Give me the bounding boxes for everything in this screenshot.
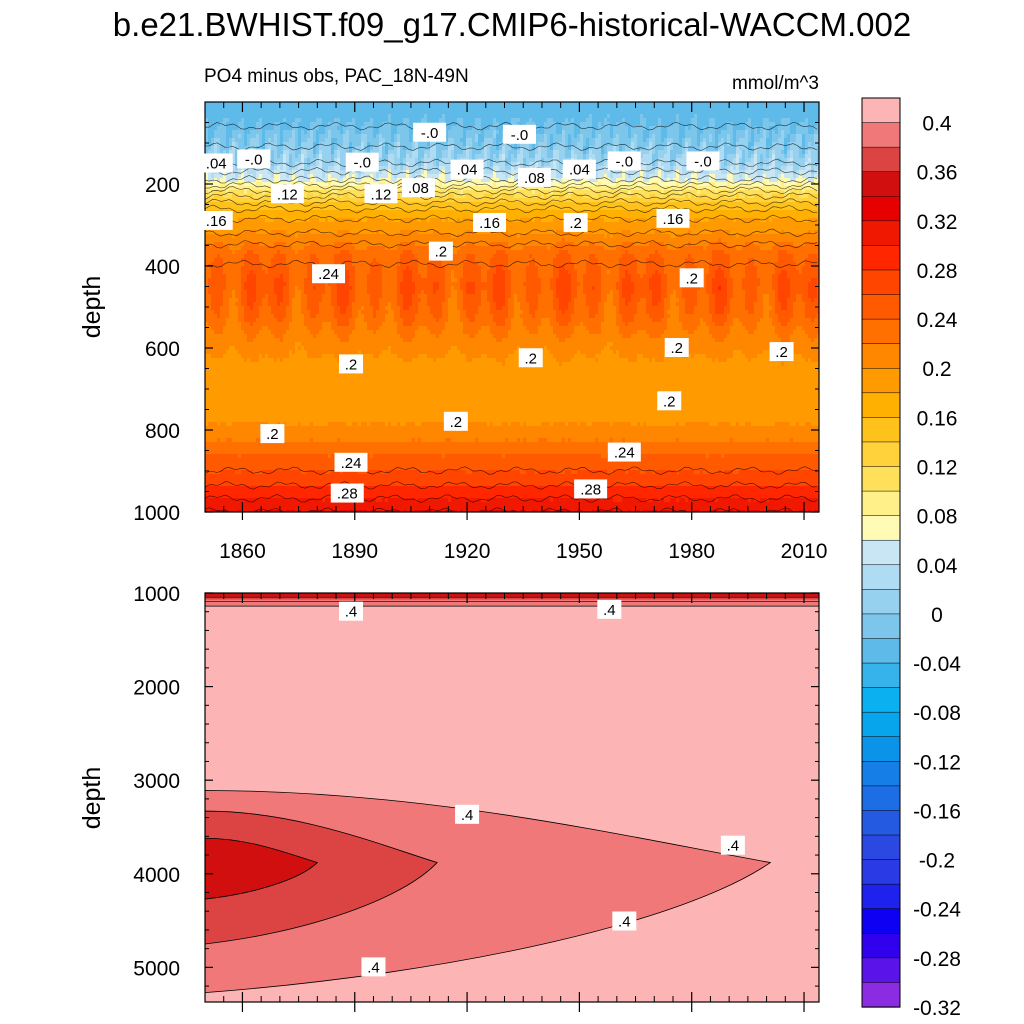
subtitle-left: PO4 minus obs, PAC_18N-49N — [204, 66, 469, 87]
chart-canvas: PO4 minus obs, PAC_18N-49N mmol/m^3 2004… — [0, 0, 1024, 1024]
subtitle-right: mmol/m^3 — [732, 73, 819, 94]
upper-panel-field — [205, 102, 821, 515]
